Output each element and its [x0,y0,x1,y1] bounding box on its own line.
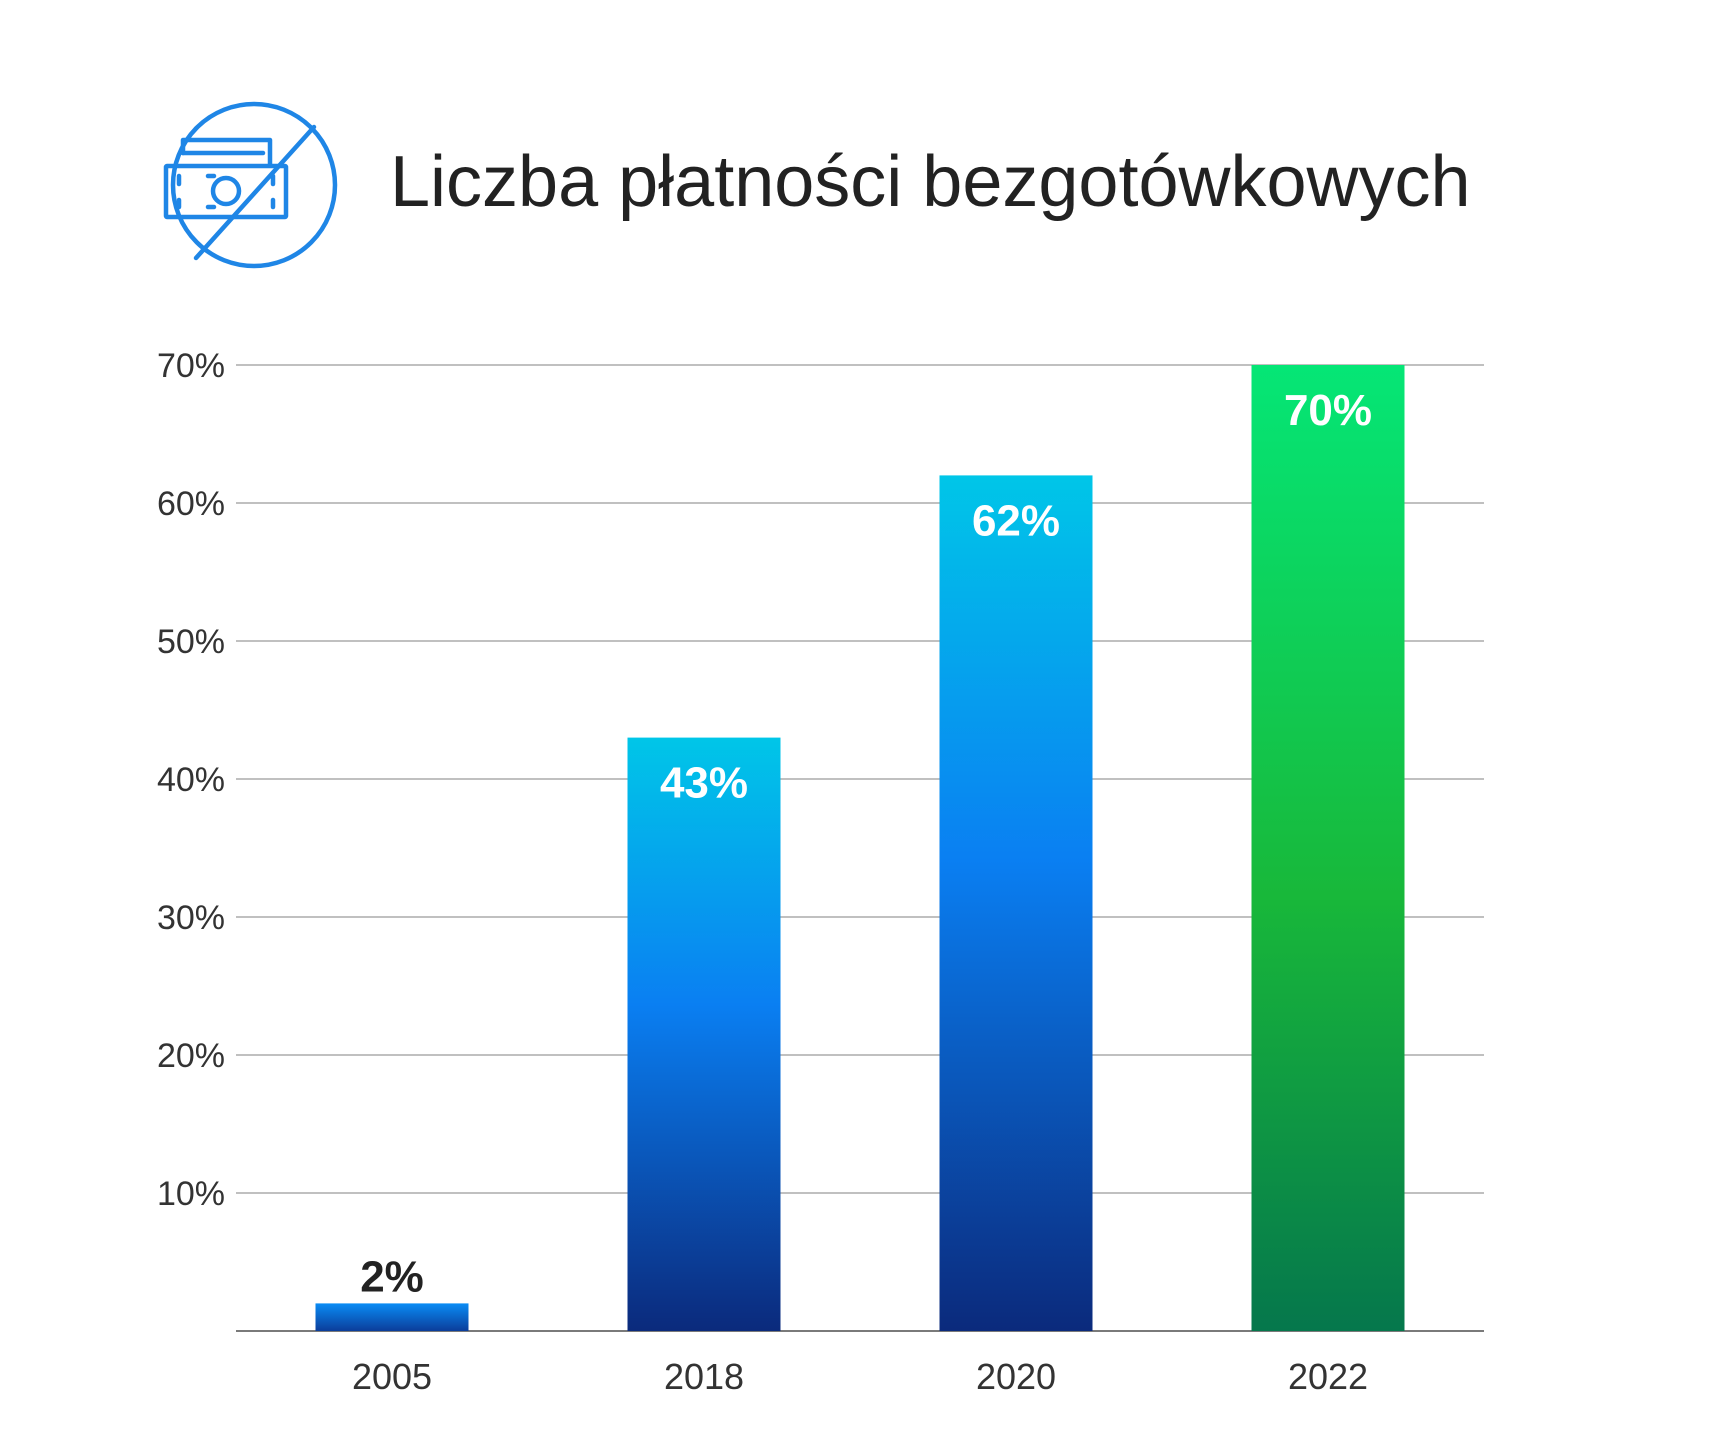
bar-2018 [627,737,781,1331]
y-tick-label: 40% [157,761,225,799]
data-label: 70% [1284,386,1372,435]
data-label: 43% [660,759,748,808]
label-layer: 2% 43% 62% 70% [360,386,1372,1301]
x-tick-label: 2005 [352,1356,432,1397]
x-tick-label: 2020 [976,1356,1056,1397]
y-tick-label: 30% [157,899,225,937]
x-tick-label: 2022 [1288,1356,1368,1397]
chart-title: Liczba płatności bezgotówkowych [390,142,1471,222]
y-axis: 10% 20% 30% 40% 50% 60% 70% [157,347,225,1213]
no-cash-icon [163,101,338,269]
data-label: 62% [972,496,1060,545]
y-tick-label: 10% [157,1175,225,1213]
x-axis: 2005 2018 2020 2022 [352,1356,1368,1397]
bar-2020 [939,475,1093,1331]
y-tick-label: 70% [157,347,225,385]
bar-2005 [315,1303,469,1331]
data-label: 2% [360,1252,424,1301]
bar-layer [315,365,1405,1331]
x-tick-label: 2018 [664,1356,744,1397]
y-tick-label: 60% [157,485,225,523]
y-tick-label: 50% [157,623,225,661]
y-tick-label: 20% [157,1037,225,1075]
bar-2022 [1251,365,1405,1331]
